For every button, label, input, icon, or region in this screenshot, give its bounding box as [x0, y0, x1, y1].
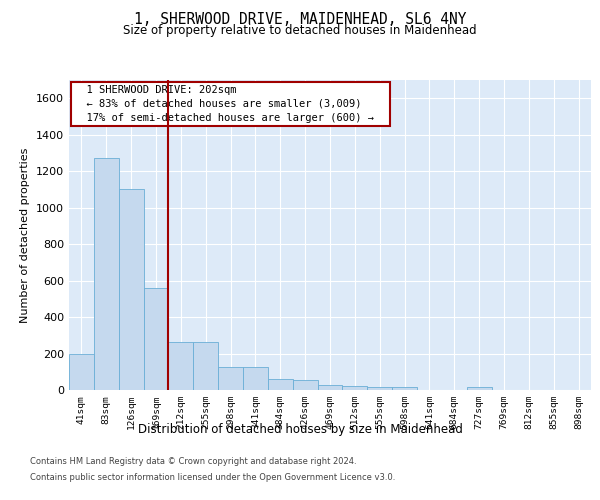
Bar — [119, 190, 143, 390]
Text: Contains public sector information licensed under the Open Government Licence v3: Contains public sector information licen… — [30, 472, 395, 482]
Bar — [218, 366, 243, 390]
Bar — [293, 380, 317, 390]
Bar — [69, 354, 94, 390]
Bar — [343, 386, 367, 390]
Text: Distribution of detached houses by size in Maidenhead: Distribution of detached houses by size … — [137, 422, 463, 436]
Text: Contains HM Land Registry data © Crown copyright and database right 2024.: Contains HM Land Registry data © Crown c… — [30, 458, 356, 466]
Text: 1, SHERWOOD DRIVE, MAIDENHEAD, SL6 4NY: 1, SHERWOOD DRIVE, MAIDENHEAD, SL6 4NY — [134, 12, 466, 28]
Bar — [193, 342, 218, 390]
Bar — [243, 366, 268, 390]
Text: Size of property relative to detached houses in Maidenhead: Size of property relative to detached ho… — [123, 24, 477, 37]
Bar — [169, 342, 193, 390]
Y-axis label: Number of detached properties: Number of detached properties — [20, 148, 31, 322]
Bar — [467, 388, 491, 390]
Bar — [143, 288, 169, 390]
Text: 1 SHERWOOD DRIVE: 202sqm  
  ← 83% of detached houses are smaller (3,009)  
  17: 1 SHERWOOD DRIVE: 202sqm ← 83% of detach… — [74, 84, 387, 122]
Bar — [94, 158, 119, 390]
Bar — [367, 387, 392, 390]
Bar — [268, 380, 293, 390]
Bar — [317, 385, 343, 390]
Bar — [392, 387, 417, 390]
